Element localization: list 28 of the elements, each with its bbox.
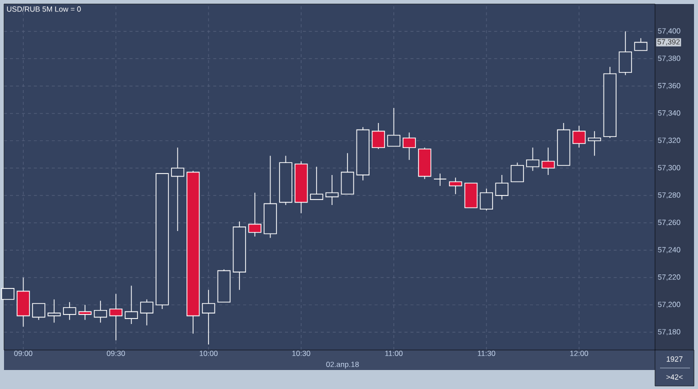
candlestick — [248, 192, 262, 237]
candlestick — [32, 303, 46, 320]
candlestick — [542, 147, 555, 176]
candlestick — [495, 174, 508, 200]
candlestick — [202, 289, 216, 345]
candlestick — [63, 302, 76, 320]
candlestick — [109, 294, 122, 341]
candlestick — [94, 300, 108, 324]
candlestick — [434, 173, 447, 186]
candlestick — [171, 147, 184, 232]
candlestick — [618, 30, 632, 76]
candlestick — [526, 147, 540, 172]
candlestick — [310, 166, 324, 200]
candlestick — [372, 122, 385, 150]
candlestick — [588, 130, 602, 156]
candlestick — [387, 108, 400, 147]
candlestick — [448, 177, 462, 194]
candlestick — [480, 188, 493, 211]
candlestick — [340, 152, 354, 194]
candlestick — [402, 132, 416, 160]
candlestick — [140, 299, 154, 326]
candlestick — [572, 125, 586, 148]
candlestick — [48, 299, 61, 324]
candlestick — [325, 174, 339, 206]
candlestick — [510, 162, 524, 182]
candlestick — [634, 38, 648, 51]
candlestick — [124, 285, 138, 324]
candlestick — [78, 304, 92, 320]
